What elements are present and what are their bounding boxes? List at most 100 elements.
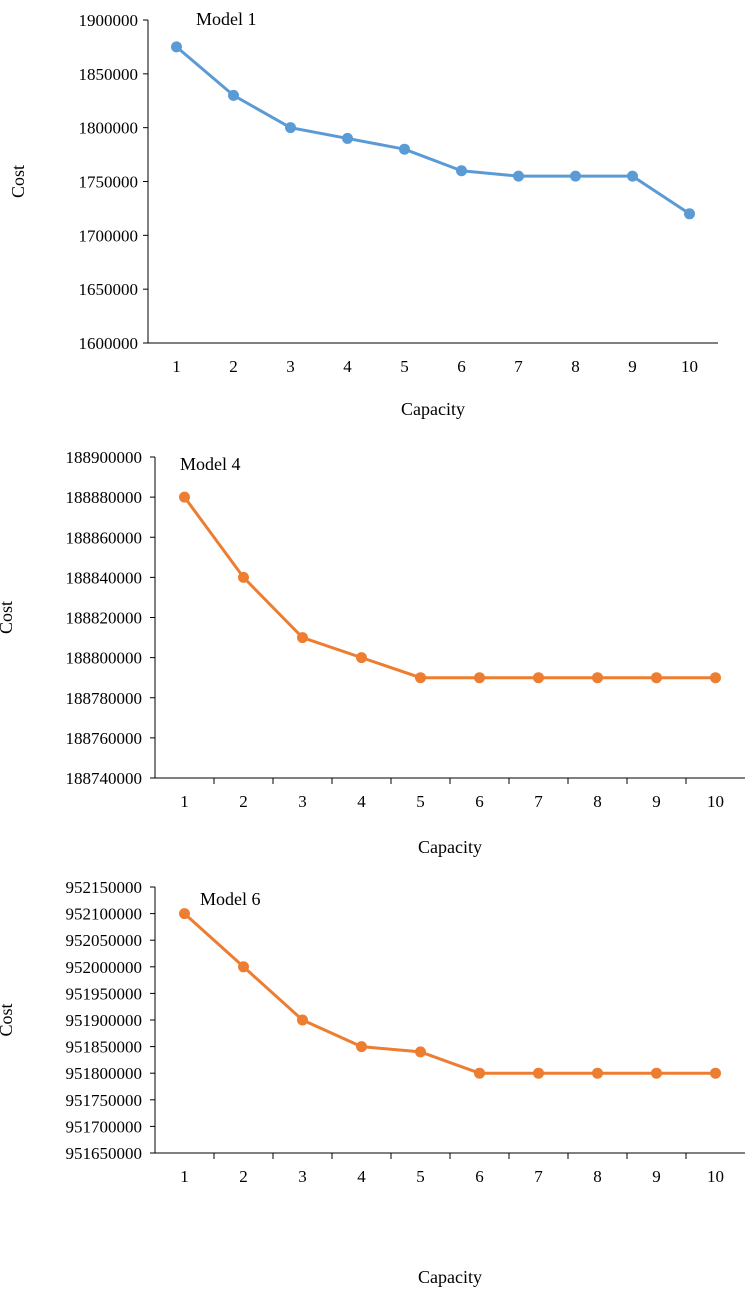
data-point [415,672,426,684]
x-tick-label: 8 [593,1167,602,1186]
y-tick-label: 951700000 [66,1117,143,1136]
data-point [228,89,239,101]
y-tick-label: 1850000 [79,65,139,84]
x-tick-label: 7 [534,1167,543,1186]
data-point [356,652,367,664]
y-tick-label: 951900000 [66,1011,143,1030]
model-label: Model 4 [180,454,241,474]
y-tick-label: 188840000 [66,568,143,587]
y-tick-label: 952000000 [66,958,143,977]
series-line [183,496,716,680]
y-tick-label: 1600000 [79,334,139,353]
x-tick-label: 4 [343,357,352,376]
data-point [533,1067,544,1079]
y-tick-label: 188900000 [66,448,143,467]
x-tick-label: 2 [229,357,238,376]
y-tick-label: 188880000 [66,488,143,507]
data-point [171,41,182,53]
x-tick-label: 3 [298,1167,307,1186]
x-tick-label: 7 [514,357,523,376]
y-tick-label: 1700000 [79,226,139,245]
x-tick-label: 9 [652,792,661,811]
series-line [175,45,691,216]
y-tick-label: 951850000 [66,1038,143,1057]
x-tick-label: 7 [534,792,543,811]
data-point [651,1067,662,1079]
data-point [238,571,249,583]
x-tick-label: 3 [286,357,295,376]
data-point [285,122,296,134]
y-tick-label: 951950000 [66,984,143,1003]
chart-model-4: 188740000 188760000 188780000 188800000 1888… [0,448,745,857]
data-point [592,672,603,684]
y-tick-label: 1650000 [79,280,139,299]
x-tick-label: 9 [652,1167,661,1186]
y-tick-label: 188740000 [66,769,143,788]
x-tick-label: 8 [593,792,602,811]
chart-model-1: 1600000 1650000 1700000 1750000 1800000 18500… [8,9,718,419]
data-point [474,672,485,684]
data-point [627,170,638,182]
data-point [399,143,410,155]
x-tick-label: 5 [416,1167,425,1186]
x-tick-label: 9 [628,357,637,376]
y-axis-title: Cost [0,601,16,634]
data-point [179,491,190,503]
model-label: Model 1 [196,9,257,29]
y-tick-label: 1900000 [79,11,139,30]
x-tick-label: 6 [475,1167,484,1186]
data-point [179,908,190,920]
x-tick-label: 1 [180,1167,189,1186]
y-tick-label: 951800000 [66,1064,143,1083]
data-point [533,672,544,684]
data-point [342,132,353,144]
y-tick-label: 952050000 [66,931,143,950]
data-point [710,672,721,684]
model-label: Model 6 [200,889,261,909]
data-point [474,1067,485,1079]
x-tick-label: 4 [357,1167,366,1186]
x-tick-label: 1 [180,792,189,811]
x-tick-label: 6 [457,357,466,376]
y-tick-label: 1800000 [79,119,139,138]
y-tick-label: 188800000 [66,649,143,668]
x-tick-label: 2 [239,792,248,811]
data-point [238,961,249,973]
x-tick-label: 10 [707,792,724,811]
data-point [513,170,524,182]
x-tick-label: 5 [416,792,425,811]
x-tick-label: 5 [400,357,409,376]
x-tick-label: 4 [357,792,366,811]
x-tick-label: 2 [239,1167,248,1186]
data-point [297,632,308,644]
data-point [297,1014,308,1026]
data-point [570,170,581,182]
x-tick-label: 3 [298,792,307,811]
x-tick-label: 10 [681,357,698,376]
y-axis-title: Cost [0,1003,16,1036]
y-tick-label: 952150000 [66,878,143,897]
series-line [183,912,716,1075]
data-point [456,165,467,177]
y-tick-label: 188860000 [66,528,143,547]
y-tick-label: 1750000 [79,173,139,192]
data-point [684,208,695,220]
x-tick-label: 6 [475,792,484,811]
data-point [710,1067,721,1079]
x-tick-label: 1 [172,357,181,376]
chart-model-6: 9516500009517000009517500009518000009518… [0,878,745,1287]
data-point [651,672,662,684]
y-tick-label: 951650000 [66,1144,143,1163]
y-tick-label: 952100000 [66,905,143,924]
x-tick-label: 10 [707,1167,724,1186]
y-axis-title: Cost [8,165,28,198]
x-axis-title: Capacity [401,399,465,419]
x-axis-title: Capacity [418,837,482,857]
data-point [356,1041,367,1053]
y-tick-label: 188820000 [66,609,143,628]
x-tick-label: 8 [571,357,580,376]
y-tick-label: 951750000 [66,1091,143,1110]
y-tick-label: 188760000 [66,729,143,748]
y-tick-label: 188780000 [66,689,143,708]
